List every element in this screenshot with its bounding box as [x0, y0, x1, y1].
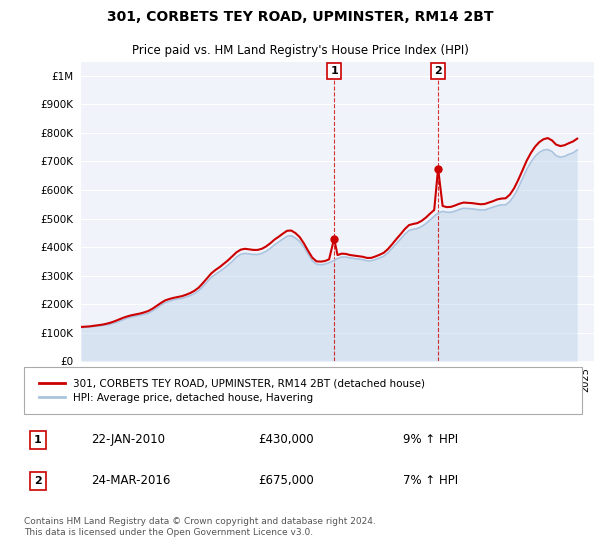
- Text: Price paid vs. HM Land Registry's House Price Index (HPI): Price paid vs. HM Land Registry's House …: [131, 44, 469, 57]
- Text: £430,000: £430,000: [259, 433, 314, 446]
- Text: 1: 1: [34, 435, 42, 445]
- Text: 7% ↑ HPI: 7% ↑ HPI: [403, 474, 458, 487]
- Text: 2: 2: [434, 66, 442, 76]
- Text: 24-MAR-2016: 24-MAR-2016: [91, 474, 170, 487]
- Text: 1: 1: [330, 66, 338, 76]
- FancyBboxPatch shape: [24, 367, 582, 414]
- Text: 9% ↑ HPI: 9% ↑ HPI: [403, 433, 458, 446]
- Text: 22-JAN-2010: 22-JAN-2010: [91, 433, 165, 446]
- Legend: 301, CORBETS TEY ROAD, UPMINSTER, RM14 2BT (detached house), HPI: Average price,: 301, CORBETS TEY ROAD, UPMINSTER, RM14 2…: [35, 374, 430, 407]
- Text: Contains HM Land Registry data © Crown copyright and database right 2024.
This d: Contains HM Land Registry data © Crown c…: [24, 517, 376, 536]
- Text: 301, CORBETS TEY ROAD, UPMINSTER, RM14 2BT: 301, CORBETS TEY ROAD, UPMINSTER, RM14 2…: [107, 10, 493, 24]
- Text: 2: 2: [34, 476, 42, 486]
- Text: £675,000: £675,000: [259, 474, 314, 487]
